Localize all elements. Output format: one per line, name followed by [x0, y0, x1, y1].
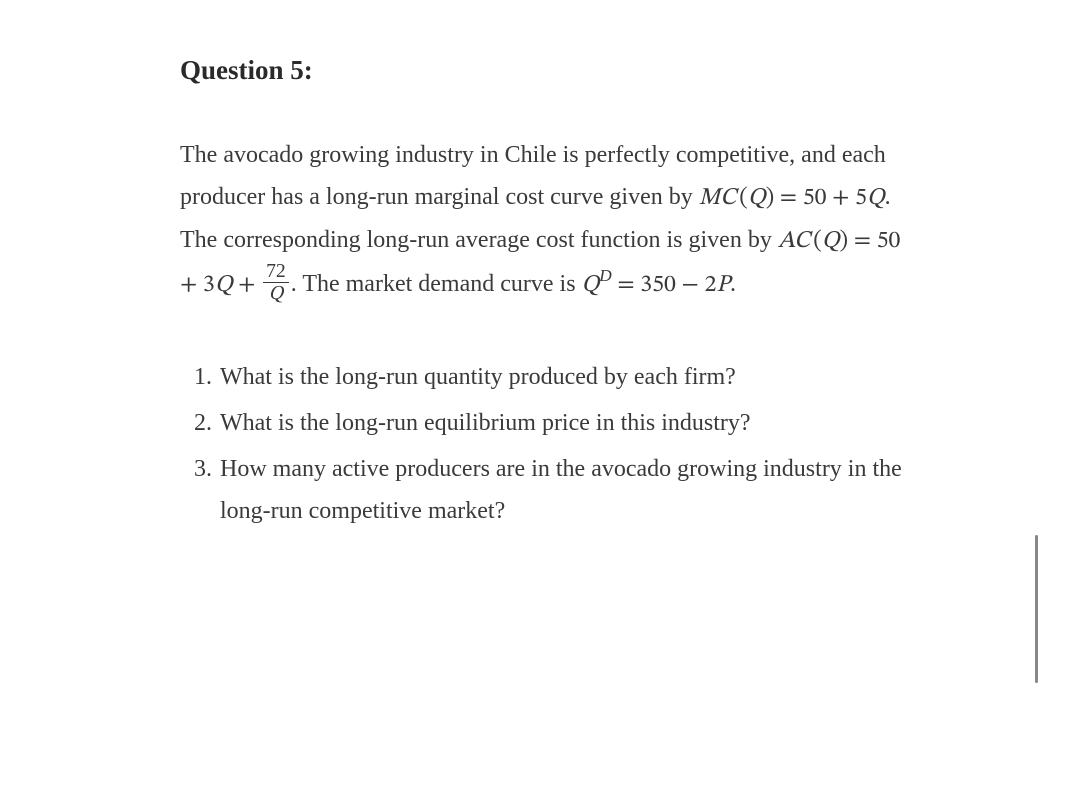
qd-eq: =	[612, 273, 641, 297]
fraction: 72Q	[263, 261, 289, 305]
ac-eq: =	[848, 229, 877, 253]
mc-arg-q: Q	[748, 186, 766, 210]
mc-arg-close: )	[766, 186, 775, 210]
ac-arg-open: (	[810, 229, 822, 253]
ac-arg-close: )	[839, 229, 848, 253]
frac-numerator: 72	[263, 261, 289, 283]
question-title: Question 5:	[180, 55, 910, 86]
list-item: What is the long-run quantity produced b…	[220, 356, 910, 398]
paragraph-period: .	[730, 271, 736, 297]
mc-rhs-const: 50 + 5	[803, 186, 867, 210]
list-item: What is the long-run equilibrium price i…	[220, 402, 910, 444]
ac-rhs-plus: +	[233, 273, 262, 297]
mc-arg-open: (	[736, 186, 748, 210]
mc-rhs-q: Q	[867, 186, 885, 210]
question-paragraph: The avocado growing industry in Chile is…	[180, 134, 910, 308]
qd-rhs-p: P	[716, 273, 730, 297]
ac-arg-q: Q	[822, 229, 840, 253]
qd-rhs-num: 350 − 2	[640, 273, 716, 297]
mc-lhs: MC	[699, 186, 737, 210]
ac-rhs-q: Q	[215, 273, 233, 297]
paragraph-seg3: . The market demand curve is	[291, 271, 582, 297]
frac-denominator: Q	[263, 283, 289, 306]
scroll-indicator[interactable]	[1035, 535, 1038, 683]
qd-base: Q	[582, 273, 600, 297]
qd-superscript: D	[599, 266, 611, 285]
question-list: What is the long-run quantity produced b…	[180, 356, 910, 532]
ac-lhs: AC	[778, 229, 810, 253]
list-item: How many active producers are in the avo…	[220, 448, 910, 532]
mc-eq: =	[774, 186, 803, 210]
